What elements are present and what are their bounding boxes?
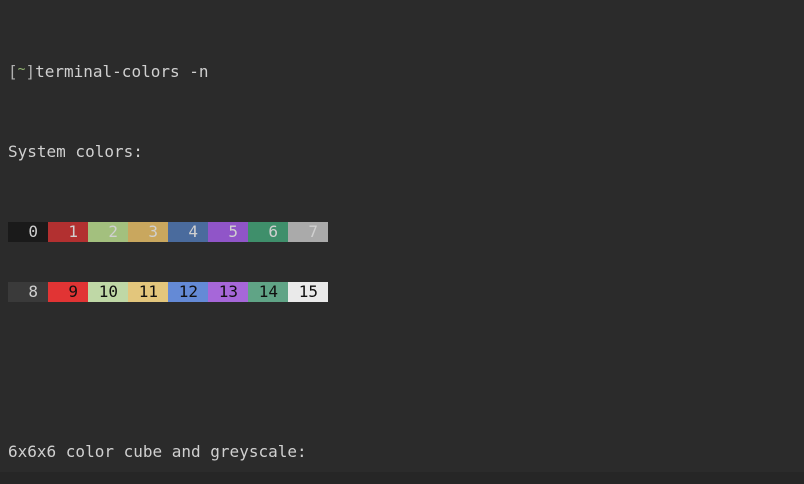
system-color-cell-3: 3 <box>128 222 168 242</box>
system-color-cell-0: 0 <box>8 222 48 242</box>
prompt: [~] <box>8 62 35 81</box>
system-colors-row-8-15: 8 9 10 11 12 13 14 15 <box>8 282 798 302</box>
system-color-cell-7: 7 <box>288 222 328 242</box>
system-color-cell-8: 8 <box>8 282 48 302</box>
prompt-close-bracket: ] <box>25 62 36 81</box>
system-color-cell-14: 14 <box>248 282 288 302</box>
system-color-cell-5: 5 <box>208 222 248 242</box>
blank-line <box>8 362 798 382</box>
system-color-cell-11: 11 <box>128 282 168 302</box>
system-color-cell-1: 1 <box>48 222 88 242</box>
command-line: [~]terminal-colors -n <box>8 62 798 82</box>
system-color-cell-12: 12 <box>168 282 208 302</box>
window-bottom-edge <box>0 472 804 484</box>
system-color-cell-13: 13 <box>208 282 248 302</box>
system-color-cell-6: 6 <box>248 222 288 242</box>
system-color-cell-2: 2 <box>88 222 128 242</box>
command-text: terminal-colors -n <box>35 62 209 81</box>
system-color-cell-15: 15 <box>288 282 328 302</box>
prompt-open-bracket: [ <box>8 62 18 81</box>
system-colors-label: System colors: <box>8 142 143 161</box>
cube-label: 6x6x6 color cube and greyscale: <box>8 442 307 461</box>
prompt-tilde: ~ <box>17 62 26 77</box>
system-color-cell-10: 10 <box>88 282 128 302</box>
system-color-cell-4: 4 <box>168 222 208 242</box>
system-color-cell-9: 9 <box>48 282 88 302</box>
